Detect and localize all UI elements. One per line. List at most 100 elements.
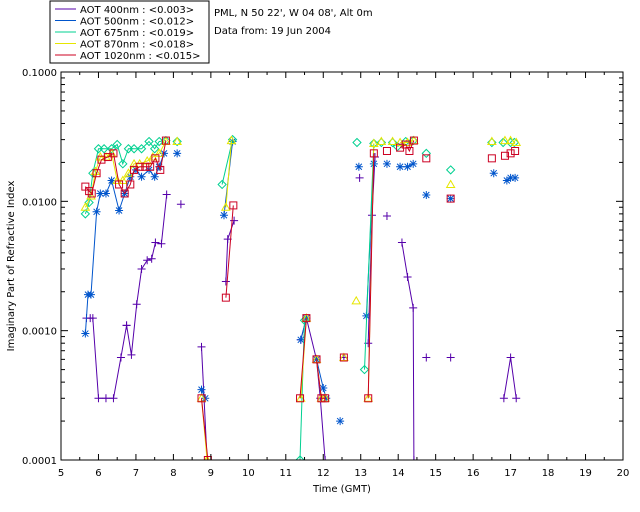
series-0-marker-4: [382, 212, 391, 221]
series-2-marker-9-shape: [509, 137, 520, 148]
series-0-point-0-5-shape: [109, 394, 118, 403]
series-2-marker-7: [498, 137, 508, 148]
series-1: [81, 137, 520, 426]
series-0-marker-4-shape: [382, 212, 391, 221]
series-0-marker-0: [122, 321, 131, 330]
series-0-point-2-2: [230, 216, 239, 225]
series-2-point-0-1: [84, 197, 94, 208]
x-tick-label-11: 16: [467, 468, 480, 479]
series-3-marker-3-shape: [376, 136, 387, 146]
series-4-marker-7: [511, 147, 520, 156]
series-4-marker-2: [422, 154, 431, 163]
series-1-point-4-2: [322, 394, 331, 403]
series-0-point-6-0-shape: [499, 394, 508, 403]
series-0-point-0-10-shape: [137, 264, 146, 273]
series-2-marker-5: [445, 165, 456, 175]
series-0-point-0-13-shape: [151, 238, 160, 247]
series-3-marker-7-shape: [500, 135, 510, 145]
series-0-point-2-2-shape: [230, 216, 239, 225]
series-0-line-5: [401, 242, 415, 460]
legend-label-4: AOT 1020nm : <0.015>: [80, 51, 200, 62]
series-1-marker-2: [354, 162, 363, 171]
series-4-point-0-13-shape: [146, 162, 155, 171]
series-2-marker-4-shape: [421, 148, 432, 159]
series-0-point-6-1: [506, 353, 515, 362]
legend-box: [49, 0, 210, 64]
series-3-marker-0: [172, 136, 183, 146]
series-2-marker-6: [487, 137, 497, 148]
series-0-point-6-2-shape: [512, 394, 521, 403]
series-0-point-6-1-shape: [506, 353, 515, 362]
x-tick-label-7: 12: [317, 468, 330, 479]
series-1-point-0-5-shape: [101, 189, 110, 198]
series-3-point-0-1: [86, 190, 96, 200]
series-1-point-6-1: [403, 162, 412, 171]
series-0-point-0-15-shape: [162, 190, 171, 199]
series-1-point-6-2: [409, 159, 418, 168]
series-0-point-0-8: [127, 350, 136, 359]
series-2-marker-9: [509, 137, 520, 148]
series-4-point-0-7-shape: [115, 180, 124, 189]
legend-label-3: AOT 870nm : <0.018>: [80, 40, 194, 51]
series-0-point-0-14: [157, 239, 166, 248]
series-1-marker-9: [511, 173, 520, 182]
series-3-marker-2-shape: [351, 295, 362, 305]
series-2-point-0-9: [129, 144, 139, 154]
series-0-point-3-4-shape: [321, 456, 330, 460]
series-0-point-0-11: [143, 256, 152, 265]
series-2-marker-0-shape: [172, 136, 182, 147]
series-4-line-0: [85, 140, 167, 195]
series-0-point-5-2: [409, 303, 418, 312]
series-4-point-0-8-shape: [120, 189, 129, 198]
series-1-point-0-2-shape: [86, 290, 95, 299]
series-4-point-1-0: [197, 394, 206, 403]
series-0-point-0-6: [116, 353, 125, 362]
series-1-point-1-0: [197, 385, 206, 394]
series-1-marker-0-shape: [173, 149, 182, 158]
series-4-point-0-3-shape: [92, 169, 101, 178]
series-2-marker-5-shape: [445, 165, 456, 175]
series-4-marker-1: [382, 147, 391, 156]
series-1-point-0-11-shape: [137, 172, 146, 181]
series-4-point-0-16-shape: [161, 136, 170, 145]
series-0-point-5-2-shape: [409, 303, 418, 312]
series-0-point-5-3: [409, 456, 418, 460]
series-4-point-0-14: [151, 154, 160, 163]
series-4-marker-4-shape: [487, 154, 496, 163]
series-0-point-2-0-shape: [221, 277, 230, 286]
series-1-point-0-11: [137, 172, 146, 181]
series-1-marker-7: [502, 176, 511, 185]
series-2-point-0-12-shape: [149, 144, 160, 154]
series-0-point-5-1: [403, 272, 412, 281]
series-2-point-0-10-shape: [136, 144, 147, 154]
series-4-point-4-2-shape: [321, 394, 330, 403]
series-2-point-0-10: [136, 144, 147, 154]
series-2-marker-3: [387, 137, 398, 148]
date-info: Data from: 19 Jun 2004: [214, 26, 331, 37]
series-4-point-0-16: [161, 136, 170, 145]
series-4-point-0-12: [141, 162, 150, 171]
series-2-point-0-9-shape: [129, 144, 139, 154]
series-0-point-0-13: [151, 238, 160, 247]
series-1-point-0-6: [107, 176, 116, 185]
series-3-marker-9-shape: [511, 137, 522, 147]
series-4-point-0-11-shape: [135, 162, 144, 171]
series-0-point-0-4-shape: [101, 394, 110, 403]
series-4-point-0-11: [135, 162, 144, 171]
series-0-marker-6: [446, 353, 455, 362]
series-4-point-2-1-shape: [229, 201, 238, 210]
series-0-point-0-8-shape: [127, 350, 136, 359]
series-1-marker-0: [173, 149, 182, 158]
legend-label-0: AOT 400nm : <0.003>: [80, 5, 194, 16]
series-2-marker-2-shape: [376, 137, 387, 148]
series-2-point-0-1-shape: [84, 197, 94, 208]
series-1-point-0-5: [101, 189, 110, 198]
x-tick-label-15: 20: [617, 468, 630, 479]
x-tick-label-8: 13: [354, 468, 367, 479]
series-0-line-0: [86, 194, 168, 399]
series-0-marker-0-shape: [122, 321, 131, 330]
series-4-marker-7-shape: [511, 147, 520, 156]
series-0-point-0-2: [88, 314, 97, 323]
series-1-point-0-4-shape: [96, 189, 105, 198]
series-4-point-0-14-shape: [151, 154, 160, 163]
